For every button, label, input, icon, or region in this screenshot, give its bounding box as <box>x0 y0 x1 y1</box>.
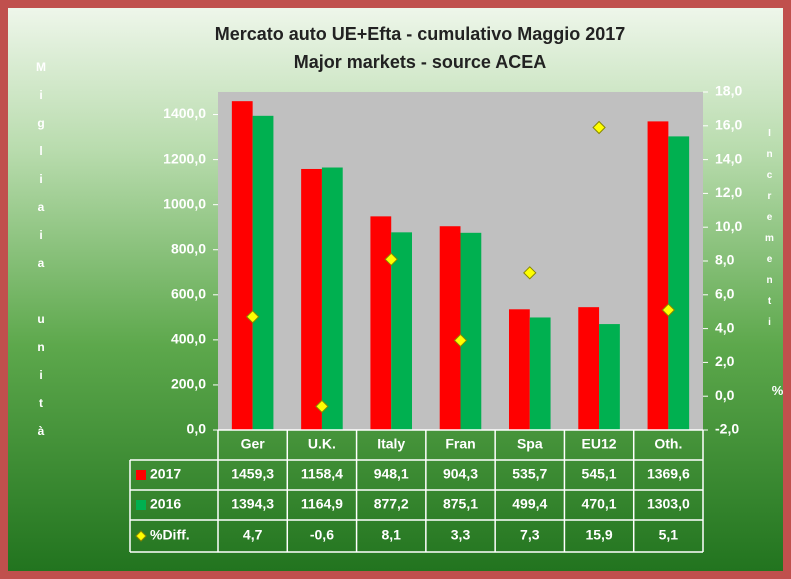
legend-key <box>136 470 146 480</box>
bar <box>439 226 461 430</box>
y-tick-label: 200,0 <box>171 376 206 392</box>
bar <box>391 232 412 430</box>
table-value: 8,1 <box>381 527 401 543</box>
bar <box>529 317 551 430</box>
marker <box>245 310 260 324</box>
y-tick-label: 600,0 <box>171 286 206 302</box>
table-value: 470,1 <box>582 496 617 512</box>
marker <box>523 266 537 280</box>
legend-label: 2017 <box>150 466 181 482</box>
legend-label: 2016 <box>150 496 181 512</box>
marker <box>661 303 676 317</box>
table-value: 877,2 <box>374 496 409 512</box>
y-tick-label: 0,0 <box>187 421 207 437</box>
y2-tick-label: 8,0 <box>715 252 735 268</box>
chart-subtitle: Major markets - source ACEA <box>294 52 546 72</box>
y-tick-label: 1200,0 <box>163 150 206 166</box>
table-value: 15,9 <box>585 527 612 543</box>
table-value: 499,4 <box>512 496 547 512</box>
table-value: 1158,4 <box>301 466 343 482</box>
table-value: 535,7 <box>512 466 547 482</box>
table-value: 1303,0 <box>647 496 690 512</box>
legend-key <box>136 500 146 510</box>
y2-tick-label: 4,0 <box>715 319 735 335</box>
legend-label: %Diff. <box>150 527 190 543</box>
bar <box>252 115 274 430</box>
bar <box>301 168 322 430</box>
y2-tick-label: 0,0 <box>715 387 735 403</box>
table-value: 948,1 <box>374 466 409 482</box>
table-value: 1369,6 <box>647 466 690 482</box>
y2-tick-label: 12,0 <box>715 184 742 200</box>
bar <box>460 232 482 430</box>
table-value: 545,1 <box>582 466 617 482</box>
y2-axis-label: Incrementi <box>764 128 775 338</box>
table-value: 5,1 <box>659 527 679 543</box>
y2-tick-label: 6,0 <box>715 286 735 302</box>
x-tick-label: Oth. <box>654 436 682 452</box>
y-tick-label: 1400,0 <box>163 105 206 121</box>
table-value: 7,3 <box>520 527 540 543</box>
x-tick-label: Fran <box>445 436 475 452</box>
bar <box>599 324 620 430</box>
x-tick-label: Ger <box>241 436 266 452</box>
y2-axis-unit: % <box>770 383 785 398</box>
y2-tick-label: 16,0 <box>715 117 742 133</box>
x-tick-label: EU12 <box>582 436 617 452</box>
y2-tick-label: 18,0 <box>715 83 742 99</box>
table-value: 1459,3 <box>231 466 274 482</box>
x-tick-label: U.K. <box>308 436 336 452</box>
y-tick-label: 800,0 <box>171 240 206 256</box>
table-value: 3,3 <box>451 527 471 543</box>
y2-tick-label: -2,0 <box>715 421 739 437</box>
marker <box>453 333 468 348</box>
bar <box>370 216 392 430</box>
y-tick-label: 400,0 <box>171 331 206 347</box>
bar <box>231 101 253 430</box>
table-value: 4,7 <box>243 527 263 543</box>
table-value: -0,6 <box>310 527 334 543</box>
marker <box>315 399 329 414</box>
y2-tick-label: 2,0 <box>715 353 735 369</box>
table-value: 875,1 <box>443 496 478 512</box>
y2-tick-label: 10,0 <box>715 218 742 234</box>
bar <box>668 136 690 430</box>
y2-tick-label: 14,0 <box>715 150 742 166</box>
table-value: 1164,9 <box>301 496 343 512</box>
x-tick-label: Spa <box>517 436 543 452</box>
legend-key <box>135 530 147 542</box>
table-value: 1394,3 <box>231 496 274 512</box>
bar <box>578 307 600 430</box>
bar <box>647 121 669 430</box>
y-tick-label: 1000,0 <box>163 195 206 211</box>
marker <box>384 252 398 267</box>
chart-title: Mercato auto UE+Efta - cumulativo Maggio… <box>215 24 626 44</box>
table-value: 904,3 <box>443 466 478 482</box>
bar <box>509 309 530 430</box>
marker <box>592 120 606 135</box>
y-axis-label: Migliaia unità <box>34 60 48 452</box>
x-tick-label: Italy <box>377 436 405 452</box>
bar <box>321 167 343 430</box>
